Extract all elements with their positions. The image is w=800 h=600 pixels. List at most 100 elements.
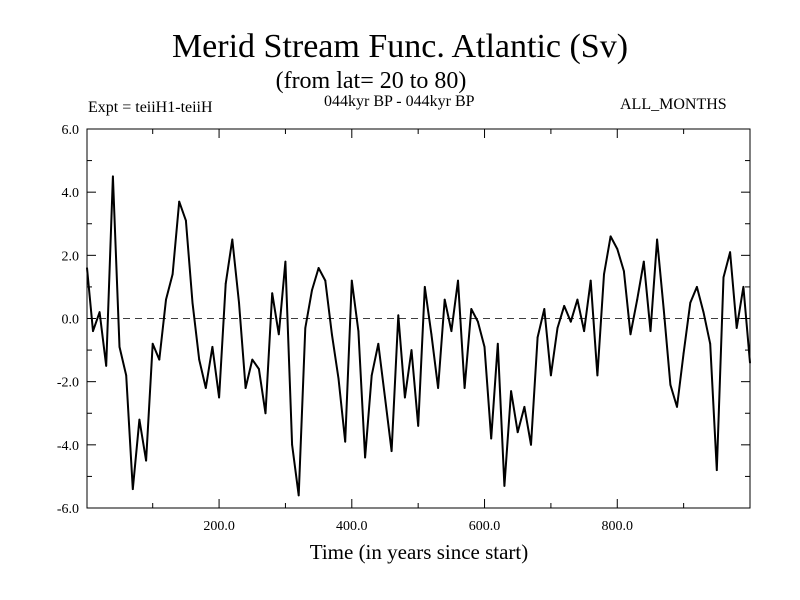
y-tick-label: -2.0	[57, 376, 79, 391]
data-point	[311, 289, 313, 291]
data-point	[589, 279, 592, 282]
data-point	[112, 175, 114, 178]
data-point	[244, 387, 247, 389]
data-point	[185, 219, 187, 222]
data-point	[423, 286, 426, 288]
data-point	[503, 485, 506, 487]
y-tick-label: 6.0	[62, 123, 80, 138]
data-point	[596, 374, 599, 377]
data-point	[291, 443, 293, 446]
data-point	[105, 365, 108, 367]
data-point	[689, 301, 692, 304]
data-point	[304, 327, 307, 329]
data-point	[477, 320, 479, 323]
data-point	[204, 387, 207, 389]
data-point	[171, 273, 174, 276]
data-point	[131, 488, 134, 490]
data-point	[377, 342, 380, 345]
experiment-annotation: Expt = teiiH1-teiiH	[88, 99, 213, 116]
data-point	[709, 342, 712, 345]
y-tick-label: -4.0	[57, 439, 79, 454]
x-tick-label: 400.0	[336, 519, 368, 534]
data-point	[390, 450, 393, 452]
data-point	[264, 412, 267, 415]
data-point	[324, 279, 327, 282]
data-point	[636, 298, 639, 301]
y-tick-label: -6.0	[57, 502, 79, 517]
data-point	[218, 396, 221, 399]
data-point	[696, 286, 698, 288]
data-point	[158, 358, 161, 361]
data-point	[729, 251, 731, 254]
data-point	[496, 342, 499, 345]
data-point	[344, 440, 347, 443]
data-point	[337, 377, 340, 380]
data-point	[609, 235, 612, 238]
data-point	[556, 327, 559, 329]
data-point	[463, 387, 466, 389]
data-point	[642, 260, 645, 263]
data-point	[457, 279, 459, 282]
data-point	[722, 276, 725, 279]
data-point	[483, 346, 486, 348]
data-point	[151, 342, 154, 345]
chart-title: Merid Stream Func. Atlantic (Sv)	[171, 28, 629, 65]
data-point	[430, 333, 433, 336]
data-point	[417, 425, 420, 427]
data-point	[569, 320, 572, 323]
data-point	[536, 336, 539, 339]
data-point	[662, 308, 665, 310]
x-tick-label: 600.0	[469, 519, 501, 534]
data-point	[682, 352, 685, 355]
x-tick-label: 200.0	[203, 519, 235, 534]
data-point	[410, 349, 413, 351]
data-point	[258, 368, 260, 370]
data-point	[616, 248, 619, 250]
data-point	[370, 374, 373, 377]
data-point	[656, 238, 658, 241]
data-point	[702, 311, 705, 314]
data-point	[118, 346, 121, 348]
series-line	[86, 175, 751, 497]
data-point	[530, 443, 532, 446]
data-point	[125, 374, 128, 377]
data-point	[98, 311, 101, 314]
x-tick-label: 800.0	[602, 519, 634, 534]
data-point	[443, 298, 446, 301]
data-point	[404, 396, 406, 399]
y-tick-label: 0.0	[62, 313, 80, 328]
data-point	[178, 200, 181, 203]
data-point	[629, 333, 632, 336]
data-point	[583, 330, 585, 332]
data-point	[576, 298, 579, 301]
data-point	[649, 330, 652, 332]
data-point	[490, 437, 493, 440]
data-point	[735, 327, 738, 329]
data-point	[317, 267, 320, 269]
data-point	[191, 301, 194, 304]
data-point	[92, 330, 94, 332]
data-point	[623, 270, 625, 272]
data-point	[669, 383, 672, 386]
data-point	[543, 308, 546, 310]
data-point	[516, 431, 519, 434]
data-point	[284, 260, 287, 263]
data-point	[563, 305, 566, 307]
data-point	[550, 374, 552, 377]
period-annotation: 044kyr BP - 044kyr BP	[324, 93, 475, 110]
data-point	[277, 333, 280, 336]
data-point	[331, 333, 333, 336]
data-point	[364, 456, 366, 459]
data-point	[297, 494, 300, 497]
months-annotation: ALL_MONTHS	[620, 96, 727, 113]
data-point	[523, 406, 526, 408]
x-axis-label: Time (in years since start)	[309, 540, 529, 564]
data-point	[211, 346, 214, 348]
data-point	[384, 396, 386, 399]
data-point	[470, 308, 473, 310]
chart-subtitle: (from lat= 20 to 80)	[275, 68, 467, 94]
data-point	[165, 298, 167, 301]
data-point	[231, 238, 234, 241]
plot-frame	[86, 128, 751, 509]
